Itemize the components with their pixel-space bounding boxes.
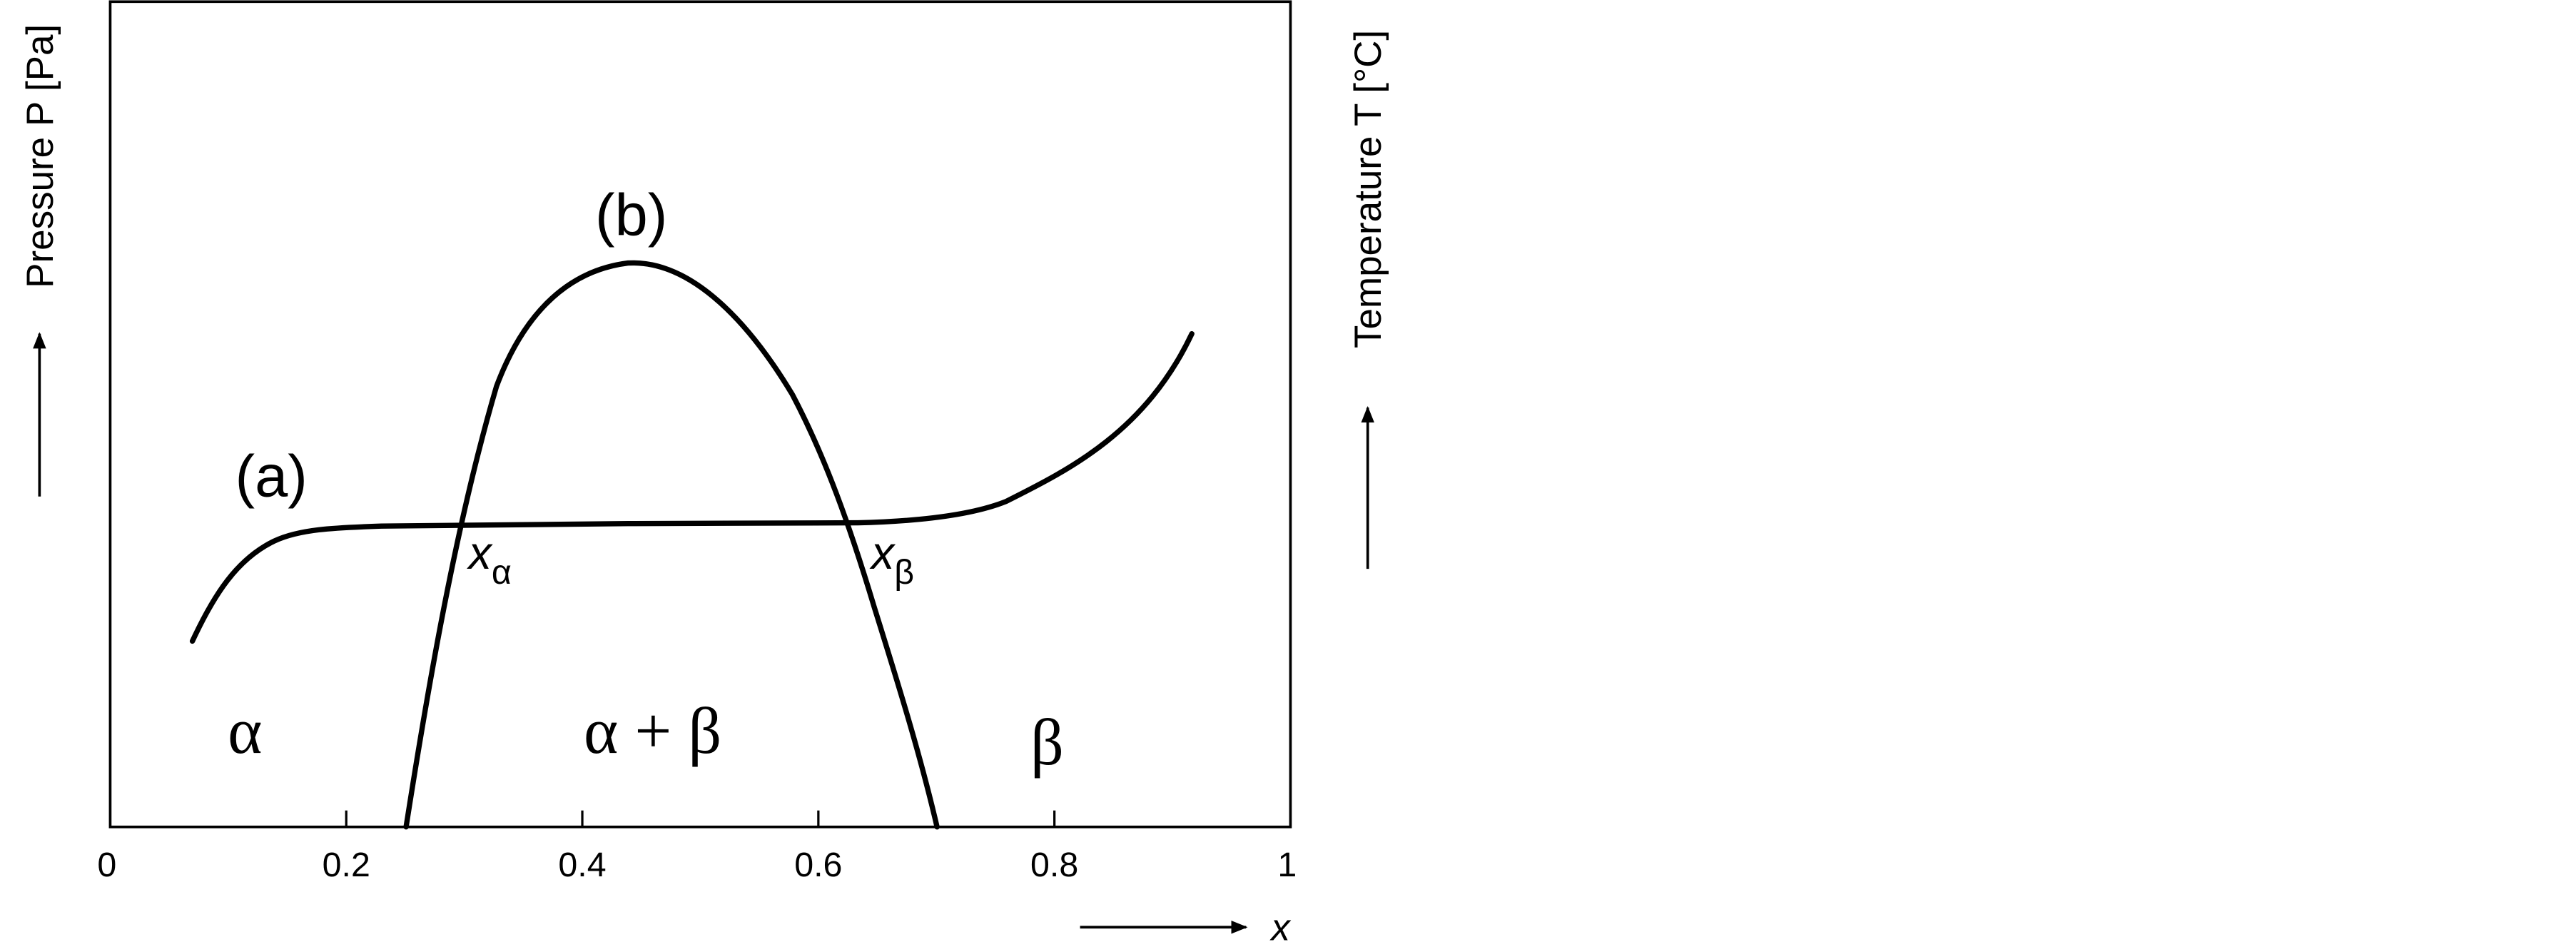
x-axis-label: x <box>1269 907 1292 942</box>
curve-label: (b) <box>595 181 667 248</box>
region-label: α <box>228 694 262 767</box>
right-axis-label: Temperature T [°C] <box>1347 30 1389 348</box>
plot-frame <box>108 0 1292 829</box>
x-tick-label: 0.4 <box>558 846 606 884</box>
point-label: xβ <box>869 527 914 592</box>
point-subscript: β <box>894 553 914 592</box>
x-tick-label: 1 <box>1277 846 1297 884</box>
point-subscript: α <box>492 553 512 592</box>
x-tick-label: 0.6 <box>794 846 842 884</box>
curve-label: (a) <box>235 443 308 510</box>
x-tick-label: 0 <box>97 846 116 884</box>
point-symbol: x <box>467 527 494 579</box>
x-tick-label: 0.2 <box>323 846 370 884</box>
curve-a <box>189 330 1195 644</box>
point-label: xα <box>467 527 512 592</box>
x-ticks: 0 0.2 0.4 0.6 0.8 1 <box>97 810 1297 884</box>
curve-b <box>403 260 940 830</box>
left-axis-label: Pressure P [Pa] <box>19 24 61 288</box>
region-label: β <box>1030 706 1064 779</box>
region-label: α + β <box>584 694 721 767</box>
point-symbol: x <box>869 527 896 579</box>
x-tick-label: 0.8 <box>1030 846 1078 884</box>
